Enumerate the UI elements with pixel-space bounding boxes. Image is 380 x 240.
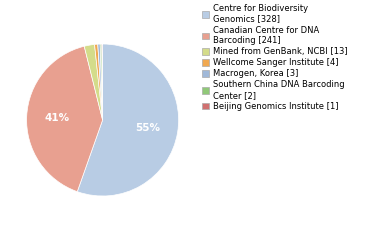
- Wedge shape: [77, 44, 179, 196]
- Wedge shape: [98, 44, 103, 120]
- Text: 55%: 55%: [135, 123, 160, 133]
- Wedge shape: [102, 44, 103, 120]
- Wedge shape: [84, 44, 103, 120]
- Wedge shape: [95, 44, 103, 120]
- Legend: Centre for Biodiversity
Genomics [328], Canadian Centre for DNA
Barcoding [241],: Centre for Biodiversity Genomics [328], …: [202, 4, 347, 111]
- Text: 41%: 41%: [44, 113, 70, 123]
- Wedge shape: [100, 44, 103, 120]
- Wedge shape: [27, 46, 103, 192]
